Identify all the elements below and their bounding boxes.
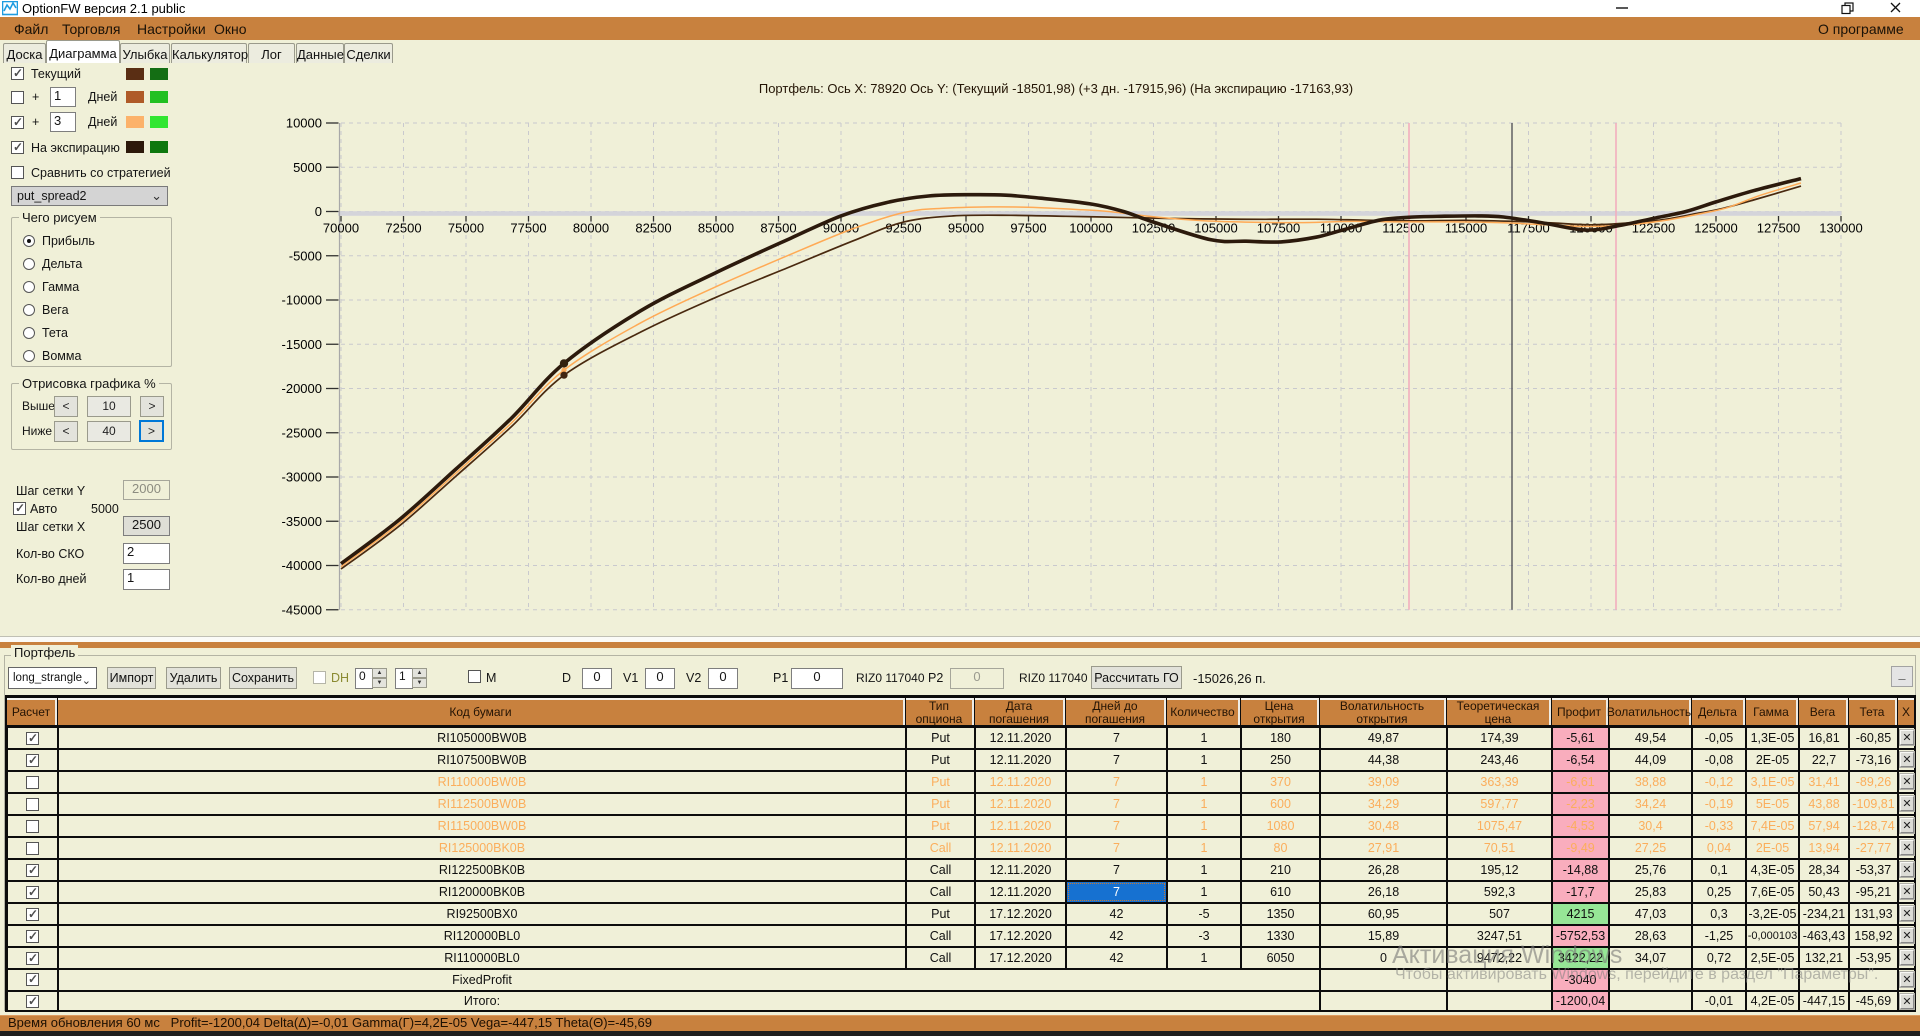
svg-text:95000: 95000 [948,221,984,236]
svg-text:80000: 80000 [573,221,609,236]
svg-text:105000: 105000 [1194,221,1237,236]
svg-text:Портфель: Ось X: 78920 Ось Y:: Портфель: Ось X: 78920 Ось Y: (Текущий -… [759,81,1353,96]
svg-text:90000: 90000 [823,221,859,236]
svg-text:-35000: -35000 [282,514,322,529]
svg-text:-25000: -25000 [282,425,322,440]
svg-text:-40000: -40000 [282,558,322,573]
svg-text:85000: 85000 [698,221,734,236]
svg-text:-30000: -30000 [282,470,322,485]
svg-text:-5000: -5000 [289,248,322,263]
svg-text:107500: 107500 [1257,221,1300,236]
svg-text:10000: 10000 [286,116,322,131]
svg-text:72500: 72500 [385,221,421,236]
svg-text:75000: 75000 [448,221,484,236]
svg-text:-20000: -20000 [282,381,322,396]
svg-text:70000: 70000 [323,221,359,236]
svg-text:82500: 82500 [635,221,671,236]
svg-text:-15000: -15000 [282,337,322,352]
svg-text:77500: 77500 [510,221,546,236]
svg-text:115000: 115000 [1445,221,1487,236]
svg-text:87500: 87500 [760,221,796,236]
svg-text:0: 0 [315,204,322,219]
svg-text:5000: 5000 [293,160,322,175]
svg-text:112500: 112500 [1382,221,1424,236]
svg-text:97500: 97500 [1010,221,1046,236]
svg-text:-10000: -10000 [282,293,322,308]
svg-text:130000: 130000 [1819,221,1862,236]
svg-text:100000: 100000 [1069,221,1112,236]
svg-text:127500: 127500 [1757,221,1800,236]
svg-text:-45000: -45000 [282,602,322,617]
svg-text:122500: 122500 [1632,221,1675,236]
svg-text:125000: 125000 [1694,221,1737,236]
